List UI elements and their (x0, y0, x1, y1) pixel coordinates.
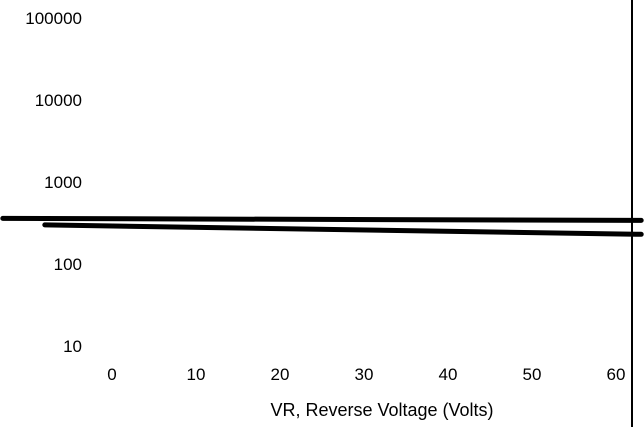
x-tick-label: 20 (271, 365, 290, 384)
x-tick-label: 40 (439, 365, 458, 384)
x-tick-label: 0 (107, 365, 116, 384)
series-layer (0, 215, 644, 237)
y-tick-label: 1000 (44, 173, 82, 192)
y-tick-label: 10000 (35, 91, 82, 110)
x-axis-label: VR, Reverse Voltage (Volts) (270, 400, 493, 420)
series-line-2 (42, 222, 644, 237)
y-tick-label: 10 (63, 337, 82, 356)
series-line-1 (0, 215, 644, 223)
y-tick-label: 100000 (25, 9, 82, 28)
x-axis-ticks: 0 10 20 30 40 50 60 (107, 365, 625, 384)
x-tick-label: 50 (523, 365, 542, 384)
y-tick-label: 100 (54, 255, 82, 274)
y-axis-ticks: 10 100 1000 10000 100000 (25, 9, 82, 356)
x-tick-label: 10 (187, 365, 206, 384)
x-tick-label: 60 (607, 365, 626, 384)
x-tick-label: 30 (355, 365, 374, 384)
